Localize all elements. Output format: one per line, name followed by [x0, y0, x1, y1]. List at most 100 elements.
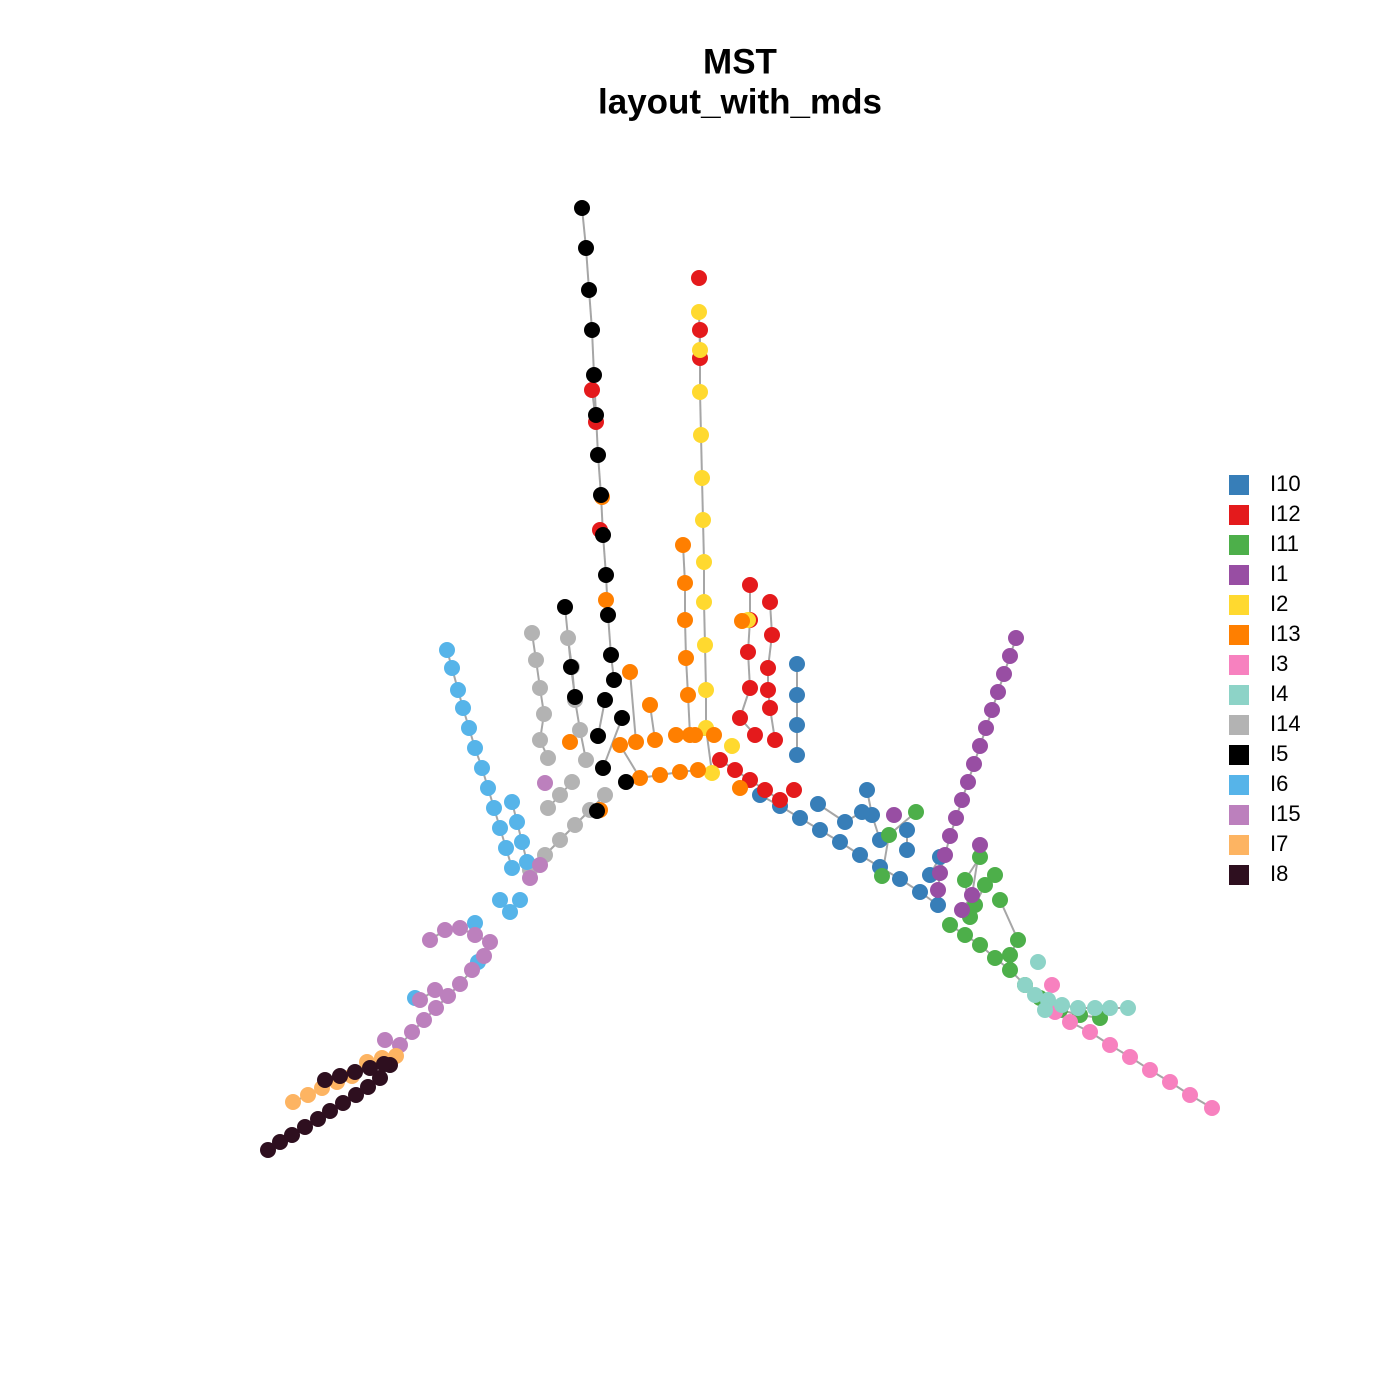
legend-swatch	[1229, 865, 1249, 885]
node	[964, 887, 980, 903]
node	[837, 814, 853, 830]
legend-swatch	[1229, 655, 1249, 675]
node	[734, 613, 750, 629]
chart-subtitle: layout_with_mds	[598, 82, 882, 121]
node	[757, 782, 773, 798]
node	[740, 644, 756, 660]
node	[618, 774, 634, 790]
node	[606, 672, 622, 688]
node	[572, 722, 588, 738]
node	[360, 1079, 376, 1095]
node	[908, 804, 924, 820]
node	[677, 612, 693, 628]
node	[317, 1072, 333, 1088]
legend-label: I13	[1270, 621, 1301, 646]
node	[1044, 977, 1060, 993]
node	[881, 827, 897, 843]
node	[696, 594, 712, 610]
node	[854, 804, 870, 820]
edge	[629, 671, 637, 743]
node	[642, 697, 658, 713]
node	[578, 752, 594, 768]
node	[1037, 1002, 1053, 1018]
node	[948, 810, 964, 826]
node	[930, 897, 946, 913]
node	[595, 527, 611, 543]
node	[764, 627, 780, 643]
node	[695, 512, 711, 528]
node	[632, 770, 648, 786]
node	[452, 920, 468, 936]
node	[742, 680, 758, 696]
node	[668, 727, 684, 743]
node	[474, 760, 490, 776]
node	[678, 650, 694, 666]
node	[1142, 1062, 1158, 1078]
node	[574, 200, 590, 216]
node	[691, 304, 707, 320]
node	[598, 592, 614, 608]
node	[297, 1119, 313, 1135]
legend-swatch	[1229, 595, 1249, 615]
legend-swatch	[1229, 745, 1249, 765]
legend-label: I12	[1270, 501, 1301, 526]
node	[504, 860, 520, 876]
node	[347, 1064, 363, 1080]
node	[588, 407, 604, 423]
node	[422, 932, 438, 948]
node	[692, 322, 708, 338]
node	[439, 642, 455, 658]
node	[376, 1056, 392, 1072]
node	[628, 734, 644, 750]
node	[440, 988, 456, 1004]
node	[552, 832, 568, 848]
node	[597, 787, 613, 803]
node	[727, 762, 743, 778]
node	[987, 950, 1003, 966]
node	[859, 782, 875, 798]
legend-swatch	[1229, 475, 1249, 495]
node	[593, 487, 609, 503]
node	[486, 800, 502, 816]
node	[760, 660, 776, 676]
node	[584, 322, 600, 338]
node	[992, 892, 1008, 908]
node	[732, 710, 748, 726]
node	[1017, 977, 1033, 993]
node	[519, 854, 535, 870]
node	[504, 794, 520, 810]
node	[874, 868, 890, 884]
node	[428, 1000, 444, 1016]
legend: I10 I12 I11 I1 I2 I13 I3 I4 I14 I5 I6 I15 I7 I8	[1229, 471, 1301, 886]
node	[404, 1024, 420, 1040]
node	[1182, 1087, 1198, 1103]
node	[1120, 1000, 1136, 1016]
node	[706, 727, 722, 743]
legend-swatch	[1229, 685, 1249, 705]
node	[1054, 997, 1070, 1013]
node	[996, 666, 1012, 682]
node	[694, 470, 710, 486]
node	[437, 922, 453, 938]
node	[522, 870, 538, 886]
node	[584, 382, 600, 398]
node	[724, 738, 740, 754]
node	[467, 915, 483, 931]
node	[978, 720, 994, 736]
node	[966, 756, 982, 772]
node	[972, 937, 988, 953]
legend-label: I6	[1270, 771, 1288, 796]
node	[1030, 954, 1046, 970]
node	[886, 807, 902, 823]
node	[598, 567, 614, 583]
node	[892, 871, 908, 887]
node	[1008, 630, 1024, 646]
legend-label: I8	[1270, 861, 1288, 886]
node	[899, 842, 915, 858]
node	[789, 747, 805, 763]
nodes	[260, 200, 1220, 1158]
node	[581, 282, 597, 298]
node	[680, 687, 696, 703]
node	[990, 684, 1006, 700]
node	[578, 240, 594, 256]
